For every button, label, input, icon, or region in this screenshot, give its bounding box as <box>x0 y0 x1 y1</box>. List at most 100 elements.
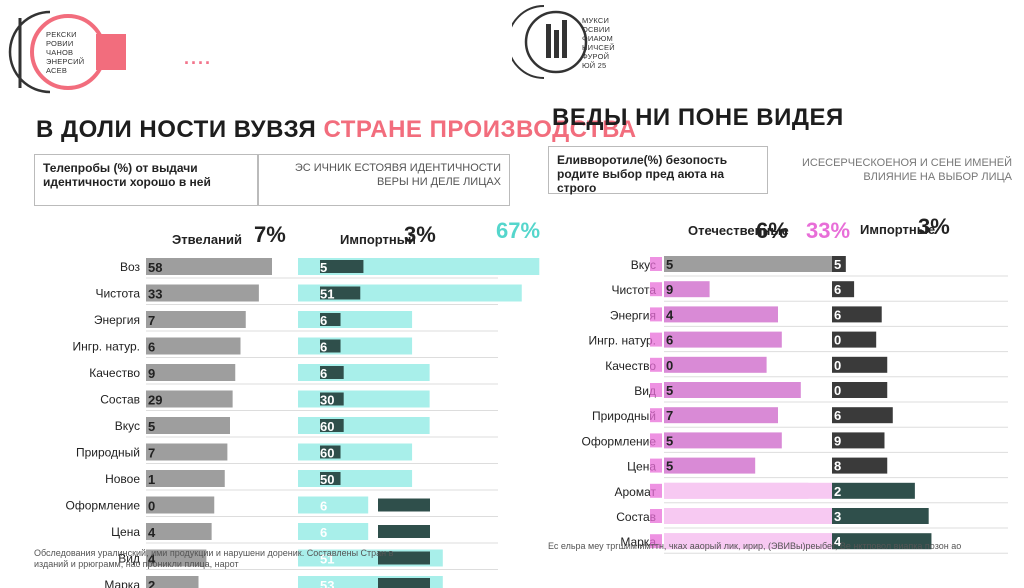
left-bar-b-inner <box>320 366 344 379</box>
left-value-label-a: 7 <box>148 446 155 461</box>
right-col-a-pct: 6% <box>756 218 788 243</box>
left-bar-b-inner <box>378 525 430 538</box>
right-value-label-a: 5 <box>666 459 673 474</box>
right-category-label: Цена <box>627 460 656 474</box>
right-category-label: Чистота <box>611 283 656 297</box>
left-bar-b-inner <box>320 392 344 406</box>
right-bar-b <box>832 281 855 298</box>
left-col-b-pct: 3% <box>404 222 436 247</box>
left-value-label-a: 4 <box>148 552 156 567</box>
left-bar-b-inner <box>320 313 341 326</box>
left-bar-a <box>146 311 246 328</box>
right-bar-a-marker <box>650 458 662 473</box>
left-bar-b-inner <box>320 260 364 273</box>
left-category-label: Ингр. натур. <box>72 340 140 354</box>
left-bar-a <box>146 496 215 514</box>
left-category-label: Новое <box>105 472 140 486</box>
right-bar-b <box>832 533 932 550</box>
right-bar-a <box>664 407 778 424</box>
left-bar-b-inner <box>320 286 361 300</box>
left-value-label-b: 51 <box>320 287 334 302</box>
right-category-label: Природный <box>592 409 656 423</box>
left-value-label-a: 9 <box>148 366 155 381</box>
left-bar-a <box>146 284 259 302</box>
left-value-label-b: 6 <box>320 525 327 540</box>
right-value-label-a: 6 <box>666 333 673 348</box>
left-footnote: Обследования уралинский, ими продукции и… <box>34 548 394 569</box>
left-side-note: ЭС ИЧНИК ЕСТОЯВЯ ИДЕНТИЧНОСТИ ВЕРЫ НИ ДЕ… <box>258 154 510 206</box>
right-bar-b <box>832 432 885 449</box>
right-bar-a-marker <box>650 282 662 297</box>
right-col-b-label: Импортные <box>860 222 936 237</box>
logo-right-text: МУКСИ ОСВИИ ФИАЮМ НИЧСЕЙ ФУРОЙ ЮЙ 25 <box>582 16 615 70</box>
right-bar-a-marker <box>650 307 662 322</box>
left-bar-b-inner <box>320 472 341 485</box>
left-category-label: Цена <box>111 525 140 539</box>
right-value-label-a: 5 <box>666 433 673 448</box>
right-bar-b <box>832 356 888 373</box>
left-bar-a <box>146 390 233 408</box>
right-bar-b <box>832 306 882 323</box>
left-category-label: Чистота <box>95 287 140 301</box>
right-value-label-b: 2 <box>834 484 841 499</box>
left-bar-a <box>146 364 236 381</box>
left-value-label-a: 6 <box>148 340 155 355</box>
right-category-label: Качество <box>605 359 656 373</box>
left-category-label: Природный <box>76 446 140 460</box>
left-value-label-a: 7 <box>148 313 155 328</box>
left-value-label-a: 2 <box>148 578 155 588</box>
right-footnote: Ес ельра меу тргшим имттн, чках ааорый л… <box>548 541 962 551</box>
right-category-label: Состав <box>616 510 656 524</box>
left-value-label-a: 4 <box>148 525 156 540</box>
left-value-label-b: 50 <box>320 472 334 487</box>
right-side-note: ИСЕСЕРЧЕСКОЕНОЯ И СЕНЕ ИМЕНЕЙ ВЛИЯНИЕ НА… <box>801 157 1012 183</box>
right-category-label: Ингр. натур. <box>588 334 656 348</box>
right-category-label: Марка <box>620 535 656 549</box>
right-bar-b-fill <box>664 533 832 550</box>
left-value-label-a: 29 <box>148 393 162 408</box>
left-panel-title: В ДОЛИ НОСТИ ВУВЗЯ СТРАНЕ ПРОИЗВОДСТВА <box>36 116 637 144</box>
right-col-a-label: Отечественные <box>688 223 789 238</box>
left-category-label: Вкус <box>115 419 140 433</box>
right-bar-a-marker <box>650 408 662 423</box>
left-bar-a <box>146 337 241 355</box>
left-category-label: Состав <box>100 393 140 407</box>
left-value-label-b: 60 <box>320 419 334 434</box>
right-category-label: Оформление <box>582 434 657 448</box>
right-value-label-b: 0 <box>834 358 841 373</box>
left-value-label-b: 53 <box>320 578 334 588</box>
right-bar-a-marker <box>650 534 662 549</box>
right-category-label: Энергия <box>610 308 656 322</box>
logo-left: РЕКСКИ РОВИИ ЧАНОВ ЭНЕРСИЙ АСЕВ <box>6 4 136 96</box>
right-bar-a-marker <box>650 483 662 498</box>
right-bar-b-fill <box>664 508 832 524</box>
left-value-label-b: 5 <box>320 260 327 275</box>
header-dots: .... <box>184 48 213 68</box>
left-bar-b-inner <box>378 551 430 565</box>
left-category-label: Качество <box>89 366 140 380</box>
right-bar-a <box>664 306 778 323</box>
left-value-label-a: 1 <box>148 472 155 487</box>
left-bar-a <box>146 443 228 461</box>
left-value-label-b: 30 <box>320 393 334 408</box>
right-bar-a-marker <box>650 332 662 347</box>
right-value-label-a: 0 <box>666 358 673 373</box>
right-value-label-b: 3 <box>834 509 841 524</box>
left-bar-a <box>146 470 225 487</box>
right-bar-a <box>664 281 710 298</box>
left-title-accent: СТРАНЕ ПРОИЗВОДСТВА <box>323 116 637 143</box>
right-value-label-a: 9 <box>666 282 673 297</box>
left-value-label-b: 51 <box>320 552 334 567</box>
right-value-label-a: 7 <box>666 408 673 423</box>
right-value-label-b: 6 <box>834 408 841 423</box>
left-category-label: Марка <box>104 578 140 588</box>
left-bar-b-inner <box>320 445 341 459</box>
left-bar-a <box>146 576 199 588</box>
right-bar-b-fill <box>664 482 832 499</box>
right-bar-a-marker <box>650 383 662 397</box>
left-category-label: Воз <box>120 260 141 274</box>
right-highlight-pct: 33% <box>806 218 851 243</box>
left-category-label: Оформление <box>66 499 141 513</box>
